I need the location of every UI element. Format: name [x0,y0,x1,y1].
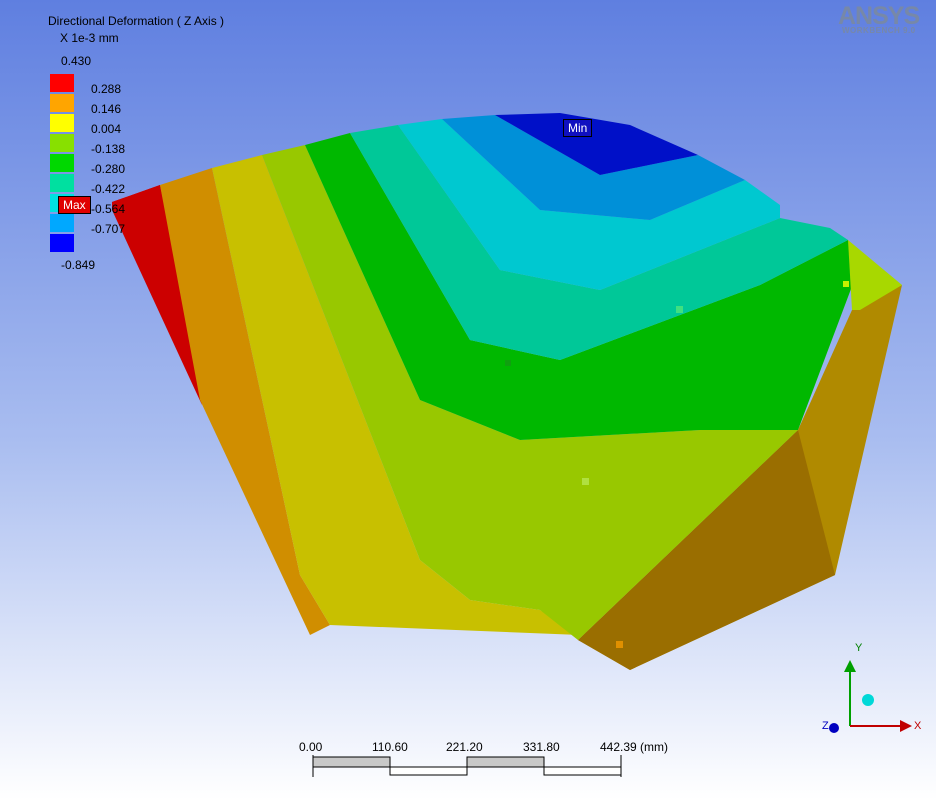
triad-x-label: X [914,720,922,732]
legend-value: -0.422 [91,182,126,196]
legend-swatch [50,154,74,172]
contour-band-cyan [398,119,780,290]
contour-band-lightblue [442,115,745,220]
contour-band-yellowgreen [262,145,798,640]
legend-value: -0.849 [61,258,96,272]
legend-value: -0.138 [91,142,126,156]
contour-band-green [305,133,860,440]
scale-tick-label: 331.80 [523,740,560,754]
max-probe-label[interactable]: Max [58,196,91,214]
legend-value: 0.146 [91,102,122,116]
legend-swatch [50,94,74,112]
scale-tick-label: 0.00 [299,740,323,754]
contour-band-red-2 [112,185,202,405]
scale-bar [312,755,622,777]
legend-swatch [50,134,74,152]
result-unit: X 1e-3 mm [60,31,119,45]
contour-band-orange [160,168,330,635]
legend-value: 0.288 [91,82,122,96]
logo-subtitle: WORKBENCH 9.0 [842,26,916,35]
legend-swatch [50,114,74,132]
legend-swatch [50,74,74,92]
min-probe-label[interactable]: Min [563,119,593,137]
legend-swatch [50,174,74,192]
ansys-logo: ANSYS [838,2,920,30]
legend-value: 0.004 [91,122,122,136]
result-title: Directional Deformation ( Z Axis ) [48,14,225,28]
legend-swatch [50,234,74,252]
legend-value: -0.564 [91,202,126,216]
scale-tick-label: 110.60 [372,740,408,754]
scale-tick-label: 221.20 [446,740,483,754]
probe-marker [676,306,683,313]
model-rim-edge [848,240,902,310]
scale-tick-label: 442.39 (mm) [600,740,669,754]
axis-triad[interactable] [829,660,912,733]
model-side-face-dark [578,430,835,670]
probe-marker [843,281,849,287]
contour-band-yellow [212,155,580,635]
probe-marker [505,360,511,366]
legend-value: 0.430 [61,54,92,68]
contour-band-blue [495,113,698,175]
legend-value: -0.280 [91,162,126,176]
triad-y-label: Y [855,642,863,654]
legend-value: -0.707 [91,222,126,236]
contour-band-teal [350,125,848,360]
triad-z-label: Z [822,720,829,732]
probe-marker [616,641,623,648]
legend-swatch [50,214,74,232]
probe-marker [582,478,589,485]
